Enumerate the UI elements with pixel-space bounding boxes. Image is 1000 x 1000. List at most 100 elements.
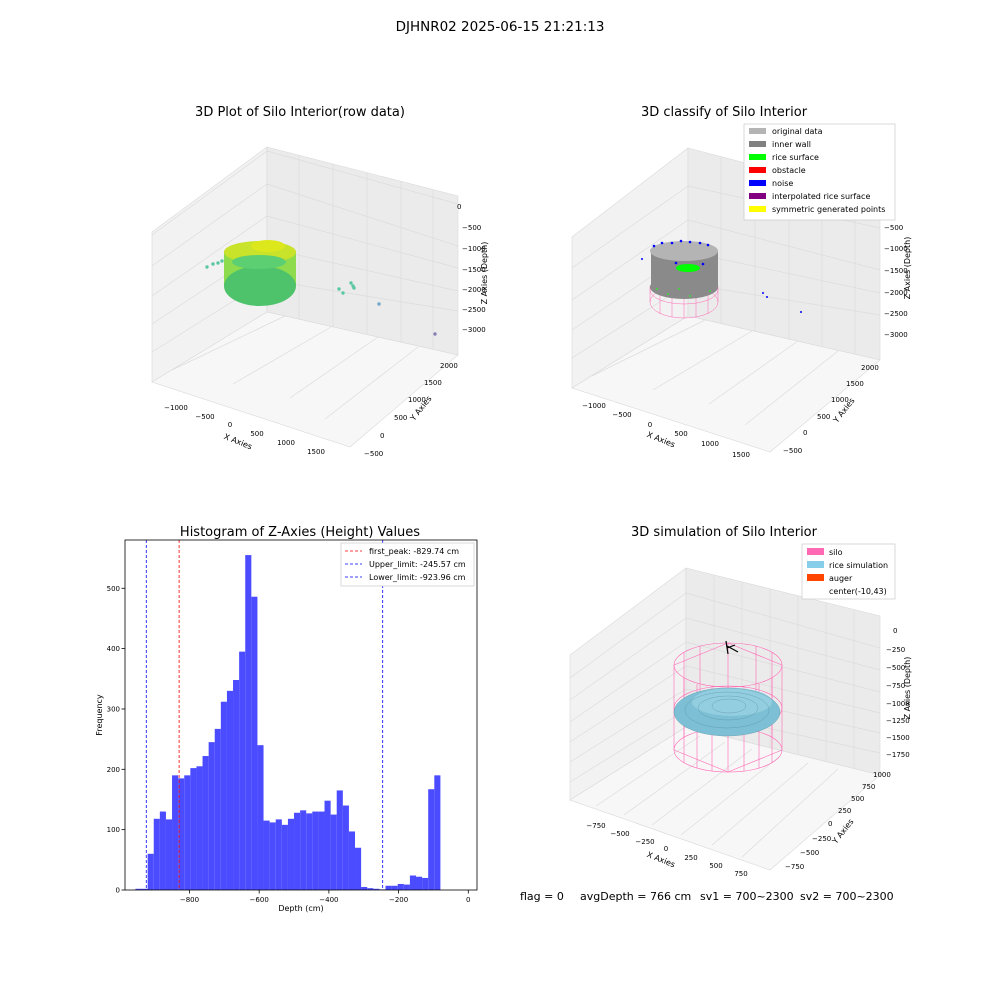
histogram-legend-label: first_peak: -829.74 cm [369, 547, 459, 556]
histogram-bar [172, 775, 179, 890]
histogram-bar [239, 651, 246, 890]
svg-text:0: 0 [803, 429, 807, 437]
legend-swatch-original-data [749, 128, 766, 134]
legend-label-obstacle: obstacle [772, 166, 806, 175]
histogram-x-label: Depth (cm) [278, 904, 323, 913]
panel4-y-ticks: −750 −500 −250 0 250 500 750 1000 [785, 771, 891, 871]
svg-text:250: 250 [684, 854, 697, 862]
histogram-x-tick-label: −800 [180, 896, 199, 904]
panel1-silo-bottom [224, 266, 296, 306]
svg-text:1000: 1000 [277, 439, 295, 447]
svg-text:−500: −500 [783, 447, 802, 455]
histogram-bar [300, 810, 307, 890]
svg-text:−250: −250 [886, 646, 905, 654]
panel4-silo-simulation [673, 640, 783, 773]
legend-label-noise: noise [772, 179, 793, 188]
panel-histogram: Histogram of Z-Axies (Height) Values −80… [95, 525, 478, 913]
svg-text:−2500: −2500 [884, 310, 908, 318]
histogram-bar [385, 885, 392, 890]
panel2-x-ticks: −1000 −500 0 500 1000 1500 [582, 402, 750, 459]
histogram-legend-box [340, 542, 475, 587]
histogram-y-tick-label: 300 [107, 705, 120, 713]
svg-text:−3000: −3000 [462, 326, 486, 334]
histogram-bar [391, 885, 398, 890]
svg-text:2000: 2000 [440, 362, 458, 370]
panel2-y-ticks: −500 0 500 1000 1500 2000 [783, 364, 879, 455]
histogram-bar [269, 822, 276, 890]
histogram-bar [361, 886, 368, 890]
histogram-bars [135, 555, 441, 890]
histogram-bar [434, 775, 441, 890]
svg-text:−1500: −1500 [886, 734, 910, 742]
histogram-bar [159, 811, 166, 890]
panel-simulation-3d: 3D simulation of Silo Interior [569, 525, 912, 878]
legend-label-interpolated: interpolated rice surface [772, 192, 870, 201]
histogram-x-tick-label: −200 [389, 896, 408, 904]
footer-avg-depth: avgDepth = 766 cm [580, 890, 691, 903]
panel4-auger [725, 640, 739, 655]
histogram-bar [312, 811, 319, 890]
svg-text:0: 0 [828, 820, 832, 828]
panel2-legend-box [743, 123, 896, 221]
legend-swatch-inner-wall [749, 141, 766, 147]
svg-text:−250: −250 [635, 838, 654, 846]
legend-swatch-obstacle [749, 167, 766, 173]
svg-text:0: 0 [648, 421, 652, 429]
footer-flag: flag = 0 [520, 890, 564, 903]
histogram-bar [306, 813, 313, 890]
panel2-noise-points [641, 239, 802, 313]
histogram-bar [196, 766, 203, 890]
svg-text:−2500: −2500 [462, 306, 486, 314]
histogram-x-ticks: −800 −600 −400 −200 0 [180, 890, 471, 904]
svg-text:1000: 1000 [831, 396, 849, 404]
svg-text:−1250: −1250 [886, 717, 910, 725]
histogram-x-tick-label: −400 [319, 896, 338, 904]
footer-sv1: sv1 = 700~2300 [700, 890, 794, 903]
histogram-frame [124, 539, 478, 891]
histogram-x-tick-label: −600 [250, 896, 269, 904]
panel4-legend-entries: silo rice simulation auger center(-10,43… [807, 548, 888, 596]
histogram-bar [165, 819, 173, 890]
panel2-silo-classified [641, 239, 802, 319]
svg-text:−1000: −1000 [886, 700, 910, 708]
histogram-bar [190, 768, 197, 890]
histogram-y-label: Frequency [95, 694, 104, 736]
histogram-bar [220, 701, 227, 890]
legend-label-rice-surface: rice surface [772, 153, 819, 162]
panel1-silo-top [251, 240, 285, 252]
svg-text:−500: −500 [800, 849, 819, 857]
svg-text:−500: −500 [610, 830, 629, 838]
svg-text:−500: −500 [195, 413, 214, 421]
histogram-bar [403, 884, 410, 890]
panel2-legend: original data inner wall rice surface ob… [743, 123, 896, 221]
legend-swatch-rice-simulation [807, 561, 824, 568]
histogram-bar [367, 888, 374, 890]
panel2-z-label: Z Axies (Depth) [903, 237, 912, 300]
legend-label-rice-simulation: rice simulation [829, 561, 888, 570]
panel4-title: 3D simulation of Silo Interior [631, 525, 818, 540]
panel-classify-3d: 3D classify of Silo Interior [571, 105, 912, 459]
svg-text:−500: −500 [364, 450, 383, 458]
histogram-bar [409, 875, 417, 890]
histogram-bar [318, 811, 325, 890]
svg-text:500: 500 [250, 430, 263, 438]
svg-text:−2000: −2000 [462, 286, 486, 294]
status-footer: flag = 0 avgDepth = 766 cm sv1 = 700~230… [520, 890, 894, 903]
panel4-rice-mesh [673, 687, 781, 737]
histogram-y-tick-label: 400 [107, 645, 120, 653]
histogram-y-ticks: 0 100 200 300 400 500 [107, 585, 125, 895]
svg-text:−1000: −1000 [582, 402, 606, 410]
panel1-z-label: Z Axies (Depth) [480, 242, 489, 305]
svg-text:0: 0 [893, 627, 897, 635]
svg-text:−750: −750 [785, 863, 804, 871]
histogram-bar [336, 790, 343, 890]
svg-text:−750: −750 [886, 682, 905, 690]
panel2-inner-wall-base [650, 275, 718, 299]
histogram-bar [153, 818, 160, 890]
panel1-scatter-outliers [205, 259, 437, 336]
legend-label-original-data: original data [772, 127, 823, 136]
svg-text:500: 500 [709, 862, 722, 870]
legend-swatch-noise [749, 180, 766, 186]
legend-swatch-rice-surface [749, 154, 766, 160]
